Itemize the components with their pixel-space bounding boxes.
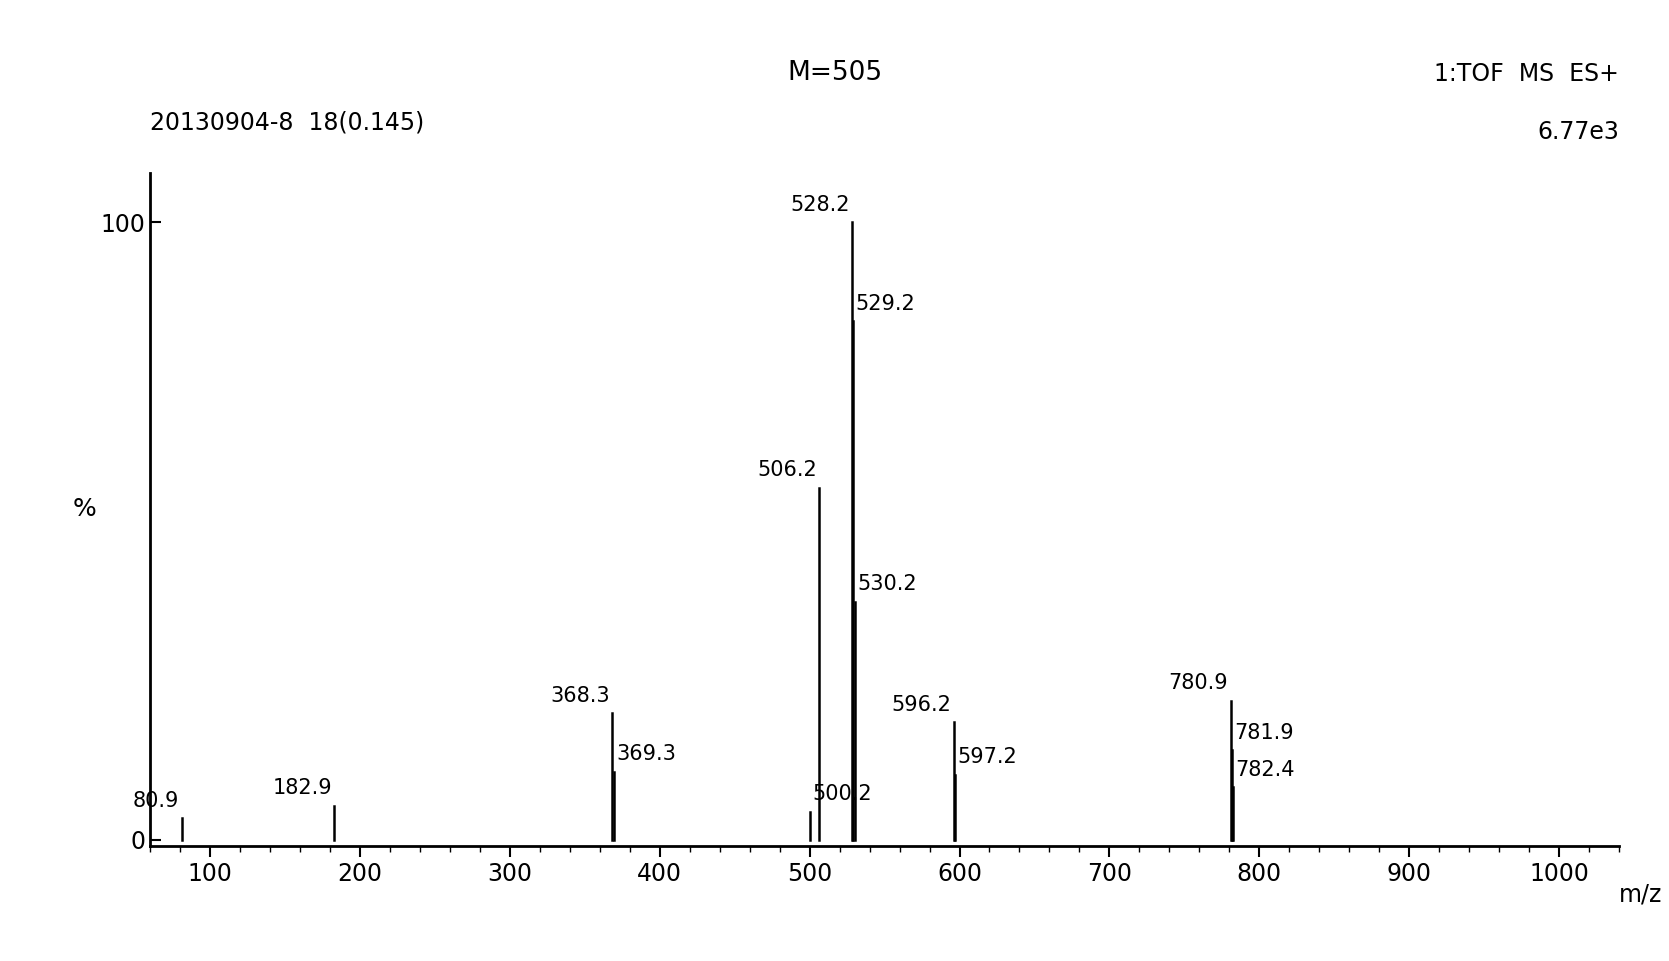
Text: 80.9: 80.9: [134, 791, 179, 810]
Text: 369.3: 369.3: [616, 744, 676, 764]
Text: 597.2: 597.2: [958, 748, 1018, 767]
Text: 6.77e3: 6.77e3: [1537, 120, 1619, 144]
Text: 781.9: 781.9: [1235, 723, 1293, 743]
Text: m/z: m/z: [1619, 883, 1662, 907]
Text: 368.3: 368.3: [551, 685, 609, 705]
Text: 530.2: 530.2: [858, 575, 916, 595]
Text: 506.2: 506.2: [758, 460, 816, 480]
Text: %: %: [72, 498, 97, 521]
Text: 528.2: 528.2: [789, 195, 850, 215]
Text: 780.9: 780.9: [1168, 674, 1228, 693]
Text: 782.4: 782.4: [1235, 759, 1295, 779]
Text: 596.2: 596.2: [891, 695, 951, 715]
Text: 1:TOF  MS  ES+: 1:TOF MS ES+: [1434, 62, 1619, 86]
Text: 529.2: 529.2: [856, 294, 915, 313]
Text: 20130904-8  18(0.145): 20130904-8 18(0.145): [150, 111, 424, 135]
Text: 182.9: 182.9: [272, 778, 332, 799]
Text: M=505: M=505: [788, 61, 881, 86]
Text: 500.2: 500.2: [813, 784, 871, 804]
